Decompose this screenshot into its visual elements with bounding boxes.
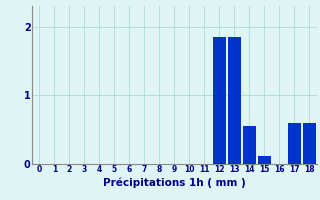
Bar [303,123,316,164]
Bar [288,123,301,164]
Bar [213,37,226,164]
Bar [258,156,271,164]
X-axis label: Précipitations 1h ( mm ): Précipitations 1h ( mm ) [103,177,246,188]
Bar [228,37,241,164]
Bar [243,126,256,164]
